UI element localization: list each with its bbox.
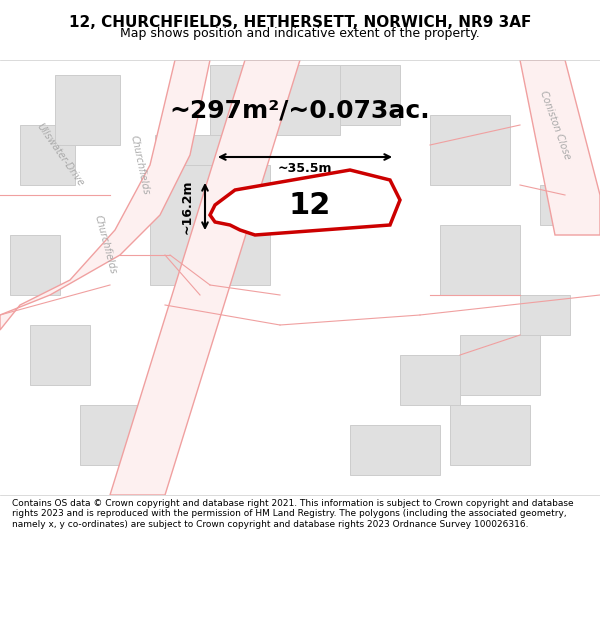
Polygon shape [520,60,600,235]
Text: Churchfields: Churchfields [92,214,118,276]
Polygon shape [400,355,460,405]
Polygon shape [210,170,400,235]
Text: ~35.5m: ~35.5m [278,162,332,176]
Polygon shape [350,425,440,475]
Polygon shape [540,185,580,225]
Text: ~297m²/~0.073ac.: ~297m²/~0.073ac. [170,98,430,122]
Polygon shape [210,65,340,135]
Polygon shape [10,235,60,295]
Polygon shape [30,325,90,385]
Polygon shape [110,60,300,495]
Polygon shape [20,125,75,185]
Polygon shape [340,65,400,125]
Text: Coniston Close: Coniston Close [538,89,572,161]
Polygon shape [440,225,520,295]
Text: Map shows position and indicative extent of the property.: Map shows position and indicative extent… [120,27,480,39]
Polygon shape [450,405,530,465]
Text: Contains OS data © Crown copyright and database right 2021. This information is : Contains OS data © Crown copyright and d… [12,499,574,529]
Polygon shape [55,75,120,145]
Text: 12, CHURCHFIELDS, HETHERSETT, NORWICH, NR9 3AF: 12, CHURCHFIELDS, HETHERSETT, NORWICH, N… [69,16,531,31]
Text: ~16.2m: ~16.2m [181,179,193,234]
Polygon shape [520,295,570,335]
Polygon shape [155,135,230,165]
Polygon shape [150,165,270,285]
Text: 12: 12 [289,191,331,219]
Text: Ullswater-Drive: Ullswater-Drive [35,122,85,188]
Text: Churchfields: Churchfields [129,134,151,196]
Polygon shape [430,115,510,185]
Polygon shape [0,60,210,330]
Polygon shape [460,335,540,395]
Polygon shape [80,405,150,465]
